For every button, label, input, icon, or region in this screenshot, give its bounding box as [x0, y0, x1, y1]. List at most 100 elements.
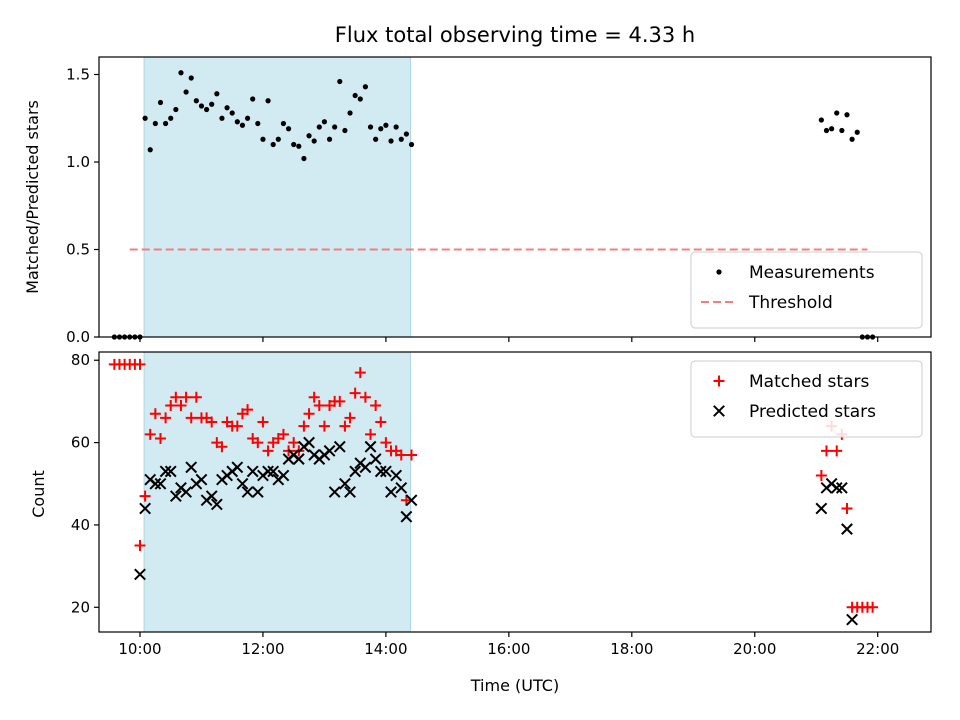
data-point — [160, 412, 172, 424]
data-point — [277, 469, 290, 482]
data-point — [270, 141, 276, 148]
data-point — [234, 119, 240, 125]
data-point — [262, 465, 274, 478]
data-point — [134, 358, 146, 370]
data-point — [251, 486, 264, 498]
data-point — [206, 416, 218, 428]
data-point — [265, 98, 271, 104]
data-point — [195, 473, 208, 486]
data-point — [395, 449, 407, 461]
data-point — [244, 115, 251, 121]
data-point — [142, 115, 148, 121]
data-point — [854, 129, 860, 135]
data-point — [164, 465, 177, 478]
y-tick-label: 20 — [71, 598, 90, 616]
data-point — [333, 440, 346, 453]
data-point — [339, 420, 351, 432]
data-point — [408, 141, 415, 148]
data-point — [339, 477, 351, 490]
data-point — [219, 115, 225, 121]
data-point — [183, 89, 189, 95]
data-point — [275, 136, 281, 142]
data-point — [815, 502, 828, 515]
data-point — [277, 428, 289, 440]
bottom-y-axis-label: Count — [29, 470, 48, 518]
data-point — [400, 494, 412, 506]
data-point — [239, 122, 246, 128]
data-point — [364, 440, 377, 453]
data-point — [288, 437, 300, 449]
data-point — [326, 136, 333, 142]
x-tick-label: 10:00 — [118, 640, 161, 658]
top-panel-ratio: 0.0 0.5 1.0 1.5 Measurements Threshold — [66, 56, 932, 346]
x-tick-label: 18:00 — [610, 640, 653, 658]
y-tick-label: 1.5 — [66, 66, 90, 84]
data-point — [362, 84, 369, 90]
data-point — [296, 143, 302, 149]
data-point — [846, 613, 859, 626]
data-point — [163, 120, 169, 127]
data-point — [159, 465, 172, 478]
data-point — [185, 461, 198, 474]
data-point — [165, 400, 177, 412]
data-point — [198, 103, 205, 109]
data-point — [180, 486, 193, 498]
data-point — [373, 136, 379, 142]
y-tick-label: 40 — [71, 516, 90, 534]
legend-box — [690, 251, 923, 329]
data-point — [169, 490, 182, 503]
data-point — [144, 428, 156, 440]
data-point — [224, 105, 230, 111]
data-point — [841, 523, 853, 535]
y-tick-label: 0.0 — [66, 328, 90, 346]
data-point — [193, 98, 199, 104]
legend-entry-label: Threshold — [748, 293, 833, 313]
data-point — [214, 91, 220, 97]
data-point — [316, 124, 322, 130]
data-point — [395, 481, 408, 494]
data-point — [359, 391, 371, 403]
data-point — [378, 126, 384, 132]
data-point — [262, 445, 274, 457]
top-y-axis-label: Matched/Predicted stars — [23, 100, 42, 294]
data-point — [231, 461, 244, 474]
y-tick-label: 0.5 — [66, 241, 90, 259]
data-point — [168, 115, 174, 121]
data-point — [370, 400, 382, 412]
data-point — [365, 428, 377, 440]
data-point — [157, 99, 164, 106]
data-point — [349, 465, 362, 478]
data-point — [328, 486, 341, 498]
data-point — [280, 120, 287, 127]
data-point — [298, 420, 310, 432]
data-point — [835, 481, 848, 494]
data-point — [255, 120, 261, 127]
data-point — [252, 437, 264, 449]
data-point — [318, 420, 330, 432]
y-tick-label: 1.0 — [66, 153, 90, 171]
data-point — [388, 138, 394, 144]
data-point — [236, 477, 249, 490]
legend-entry-label: Predicted stars — [749, 402, 876, 422]
series-matched-stars — [108, 358, 879, 613]
data-point — [175, 400, 187, 412]
data-point — [149, 408, 161, 420]
data-point — [178, 70, 184, 76]
data-point — [173, 106, 179, 113]
data-point — [385, 486, 397, 498]
data-point — [390, 469, 403, 482]
data-point — [829, 126, 835, 132]
data-point — [403, 131, 409, 137]
data-point — [154, 477, 167, 490]
data-point — [241, 486, 254, 498]
data-point — [180, 391, 192, 403]
data-point — [323, 444, 336, 457]
data-point — [303, 436, 315, 449]
data-point — [308, 391, 320, 403]
data-point — [818, 117, 824, 123]
data-point — [321, 119, 328, 125]
data-point — [830, 481, 843, 494]
legend-marker — [713, 375, 725, 387]
data-point — [229, 110, 235, 116]
